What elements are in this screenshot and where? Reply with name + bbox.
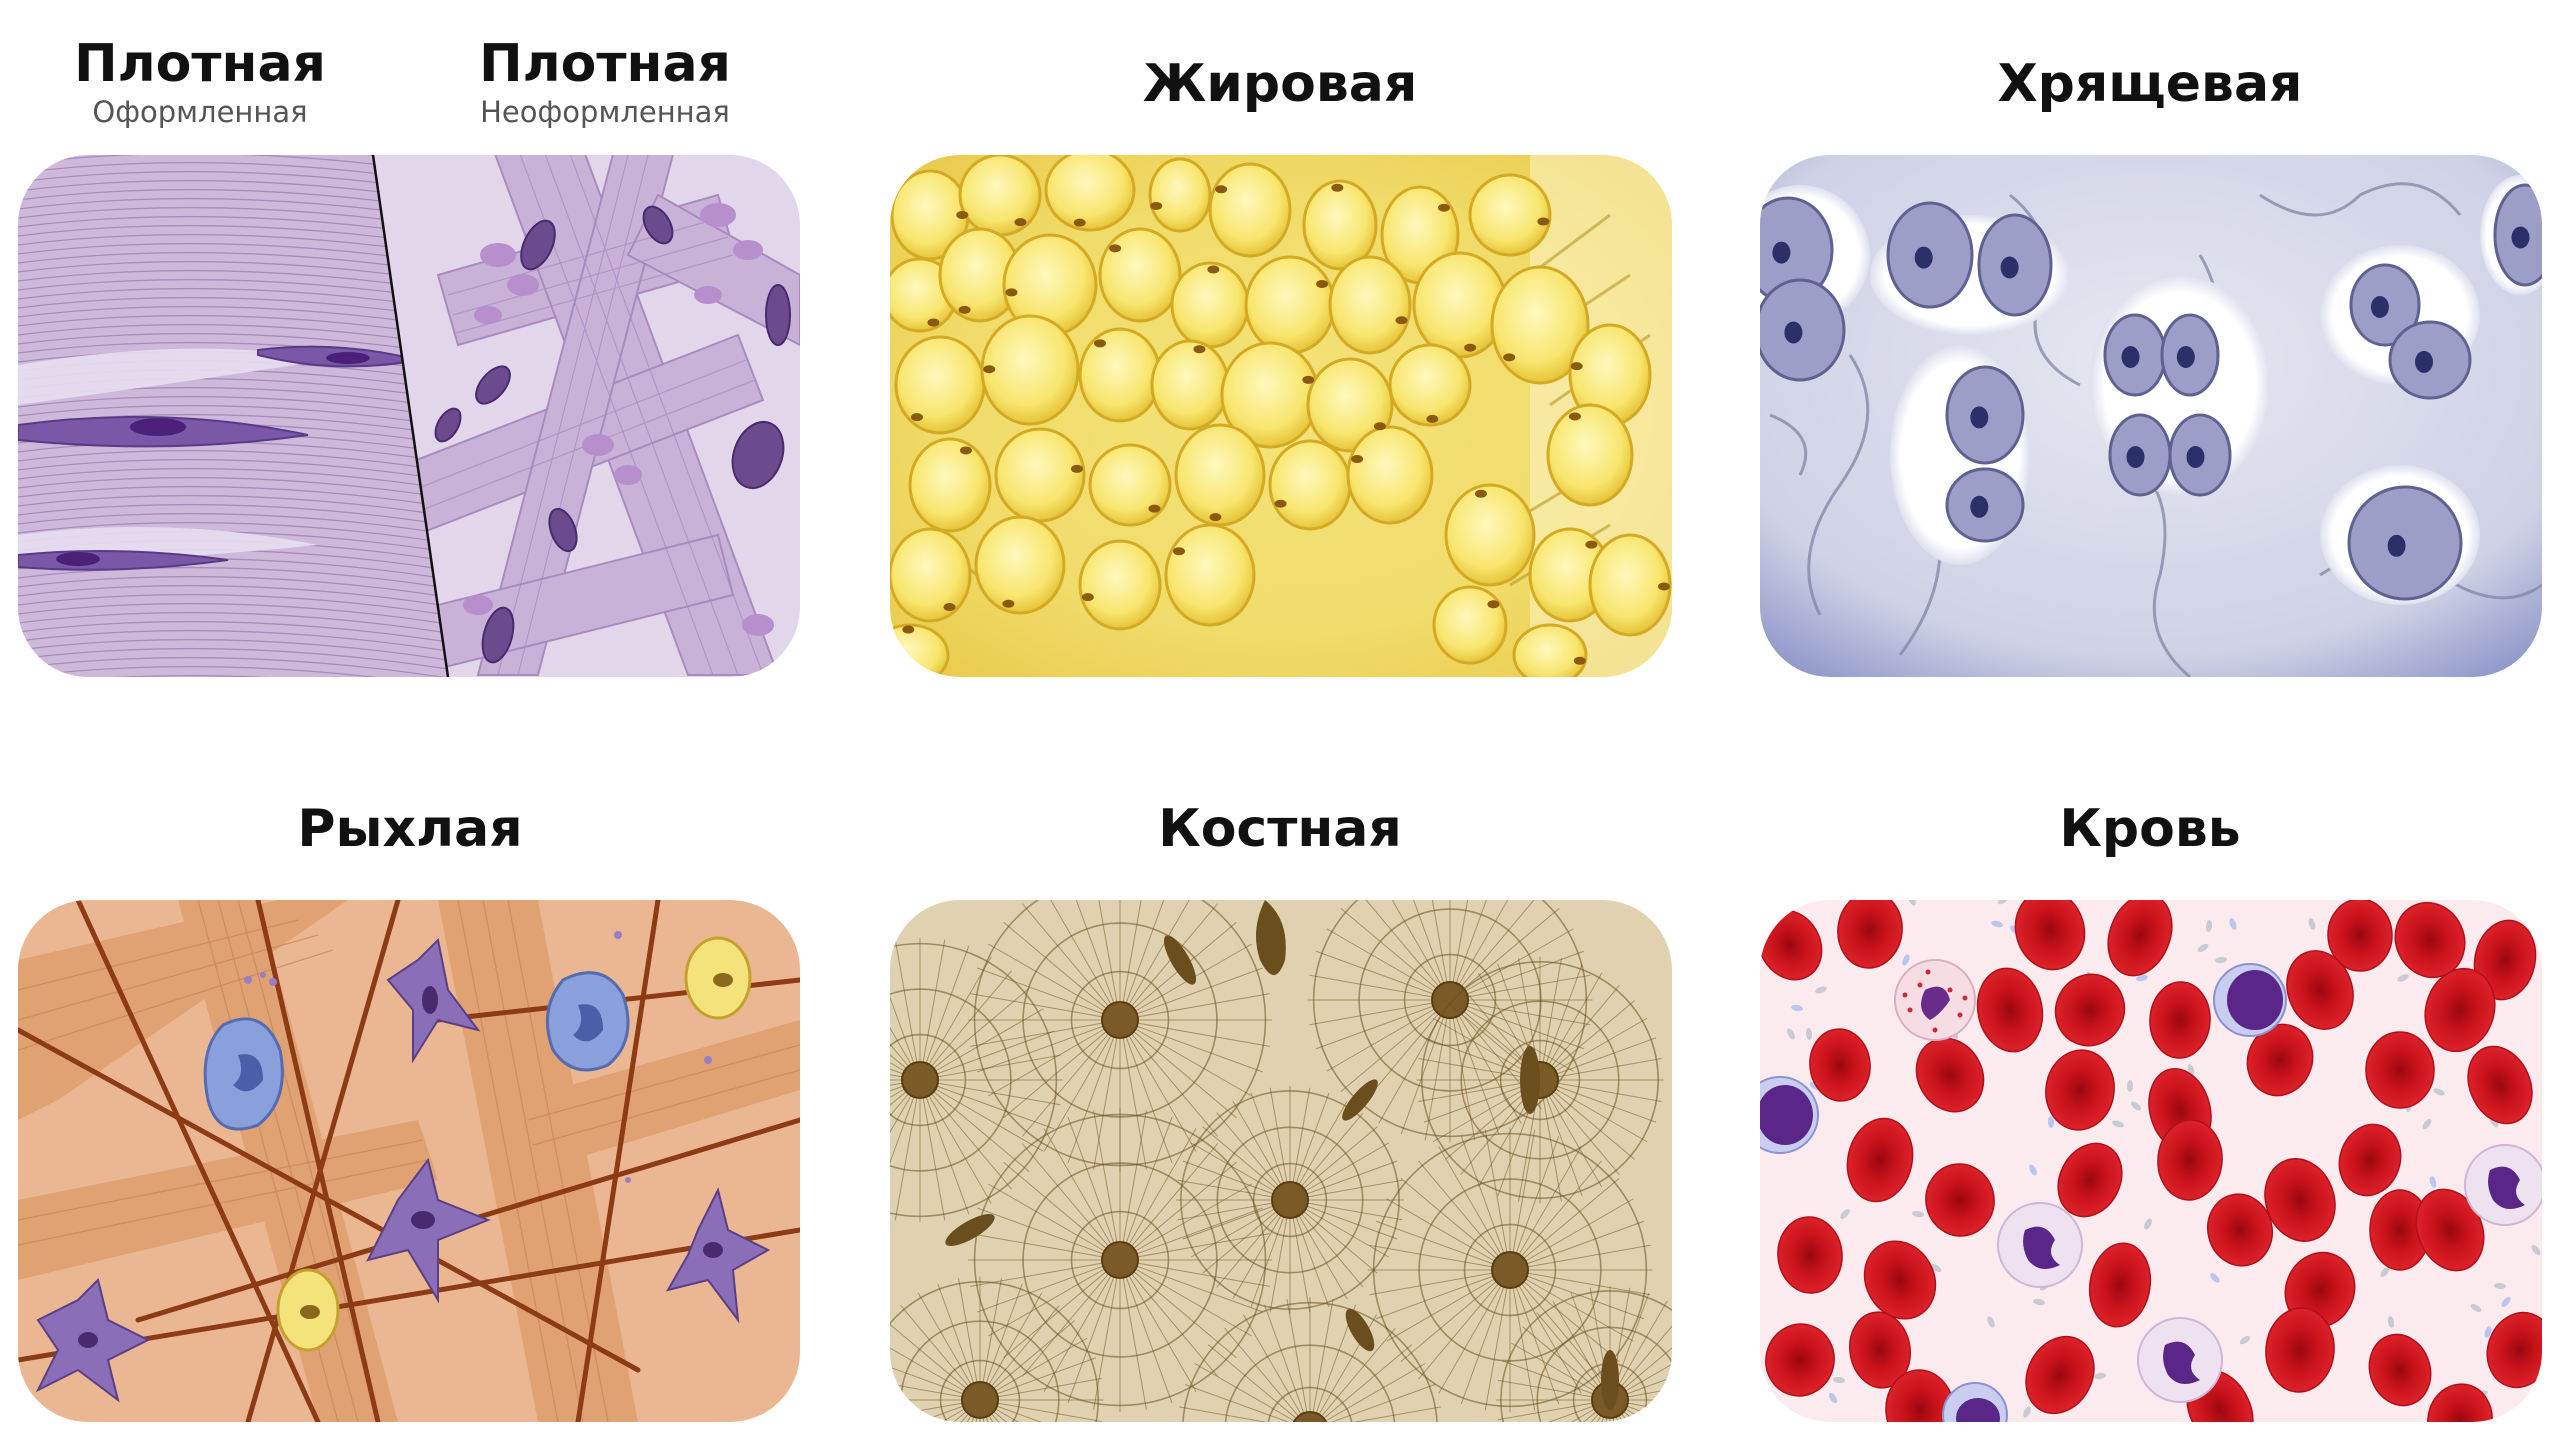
bone-title: Костная bbox=[1158, 799, 1402, 859]
adipose-title: Жировая bbox=[1142, 54, 1418, 114]
dense-irregular-title: Плотная bbox=[479, 34, 731, 94]
bone-tissue-illustration bbox=[890, 900, 1672, 1422]
loose-title: Рыхлая bbox=[297, 799, 523, 859]
dense-regular-title: Плотная bbox=[74, 34, 326, 94]
loose-tissue-illustration bbox=[18, 900, 800, 1422]
dense-irregular-subtitle: Неоформленная bbox=[480, 95, 730, 129]
dense-tissue-illustration bbox=[18, 155, 800, 677]
blood-illustration bbox=[1760, 900, 2542, 1422]
blood-title: Кровь bbox=[2059, 799, 2241, 859]
adipose-tissue-illustration bbox=[890, 155, 1672, 677]
cartilage-title: Хрящевая bbox=[1997, 54, 2303, 114]
dense-regular-subtitle: Оформленная bbox=[92, 95, 308, 129]
cartilage-tissue-illustration bbox=[1760, 155, 2542, 677]
